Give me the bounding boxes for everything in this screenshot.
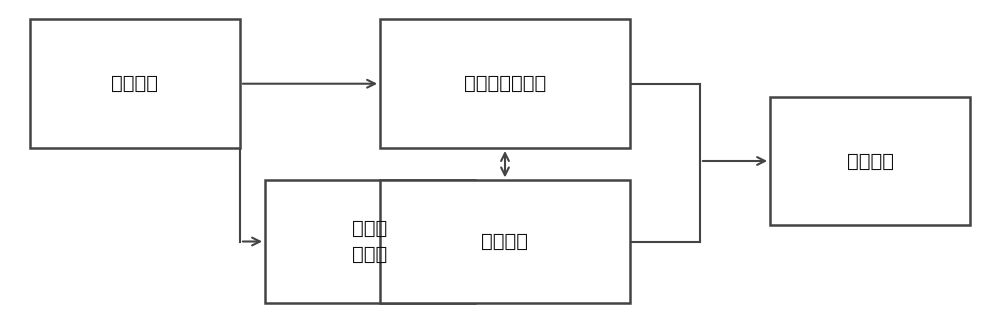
Bar (380, 180, 630, 303)
Text: 嵌入式
处理器: 嵌入式 处理器 (352, 219, 388, 264)
Bar (265, 180, 475, 303)
Text: 开关电源调节器: 开关电源调节器 (464, 74, 546, 93)
Bar (770, 97, 970, 225)
Text: 输出端口: 输出端口 (846, 151, 894, 171)
Text: 电源模块: 电源模块 (112, 74, 158, 93)
Bar (380, 19, 630, 148)
Text: 反馈电路: 反馈电路 (482, 232, 528, 251)
Bar (30, 19, 240, 148)
